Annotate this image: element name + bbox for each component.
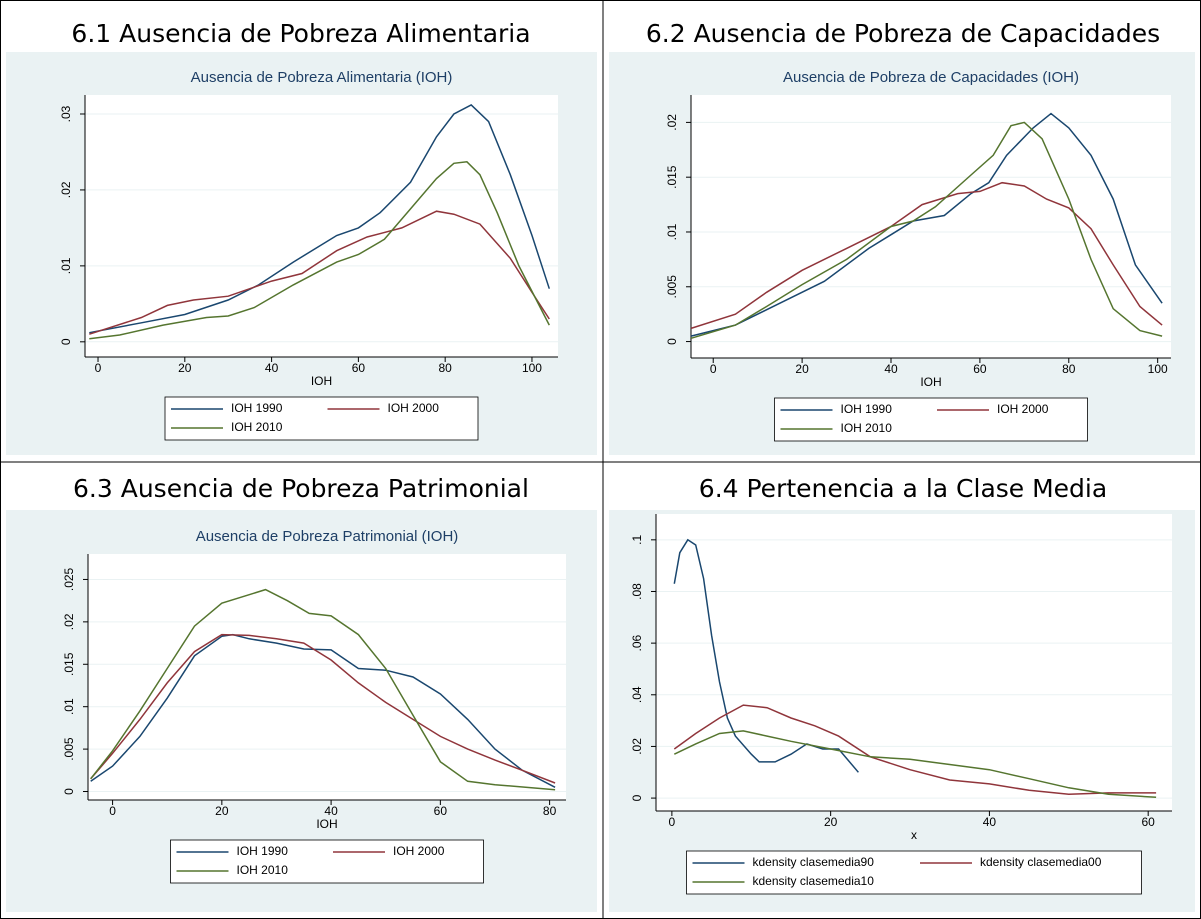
data-line <box>89 161 550 340</box>
legend-box <box>164 396 479 441</box>
y-tick-label: .01 <box>59 257 73 274</box>
x-tick-label: 100 <box>1148 362 1168 376</box>
x-tick-label: 40 <box>884 362 898 376</box>
legend-label: kdensity clasemedia10 <box>753 874 875 888</box>
data-line <box>90 633 556 784</box>
legend-label: IOH 2010 <box>237 863 289 877</box>
data-line <box>89 210 550 335</box>
y-tick-label: .02 <box>630 738 644 755</box>
y-tick-label: .03 <box>59 105 73 122</box>
x-axis-label: x <box>911 828 917 842</box>
panel-title: 6.1 Ausencia de Pobreza Alimentaria <box>71 19 530 48</box>
y-tick-label: .02 <box>59 181 73 198</box>
x-tick-label: 40 <box>265 361 279 375</box>
plot-area <box>88 554 566 800</box>
x-tick-label: 100 <box>522 361 542 375</box>
x-tick-label: 60 <box>973 362 987 376</box>
x-tick-label: 20 <box>795 362 809 376</box>
x-axis-label: IOH <box>311 374 332 388</box>
data-line <box>89 103 551 334</box>
x-tick-label: 60 <box>352 361 366 375</box>
x-tick-label: 0 <box>710 362 717 376</box>
legend-label: kdensity clasemedia00 <box>980 855 1102 869</box>
plot-area <box>656 514 1172 811</box>
y-tick-label: .025 <box>62 567 76 591</box>
legend-label: IOH 1990 <box>231 401 283 415</box>
chart-title: Ausencia de Pobreza de Capacidades (IOH) <box>783 69 1079 86</box>
panel-title: 6.3 Ausencia de Pobreza Patrimonial <box>73 474 529 503</box>
legend-label: IOH 2010 <box>841 421 893 435</box>
data-line <box>90 633 556 788</box>
x-tick-label: 80 <box>1062 362 1076 376</box>
x-tick-label: 60 <box>434 804 448 818</box>
data-line <box>690 121 1163 340</box>
legend-label: IOH 2010 <box>231 420 283 434</box>
x-tick-label: 0 <box>669 815 676 829</box>
chart-title: Ausencia de Pobreza Alimentaria (IOH) <box>191 69 453 86</box>
y-tick-label: 0 <box>665 338 679 345</box>
y-tick-label: .01 <box>62 698 76 715</box>
data-line <box>690 181 1163 330</box>
x-tick-label: 80 <box>543 804 557 818</box>
y-tick-label: .02 <box>665 114 679 131</box>
y-tick-label: .005 <box>665 275 679 299</box>
chart-title: Ausencia de Pobreza Patrimonial (IOH) <box>196 528 459 545</box>
y-tick-label: 0 <box>630 794 644 801</box>
x-tick-label: 0 <box>109 804 116 818</box>
legend-label: IOH 2000 <box>393 844 445 858</box>
data-line <box>90 588 556 791</box>
x-tick-label: 40 <box>324 804 338 818</box>
y-tick-label: .015 <box>62 652 76 676</box>
x-tick-label: 0 <box>95 361 102 375</box>
x-tick-label: 20 <box>824 815 838 829</box>
y-tick-label: .08 <box>630 583 644 600</box>
x-tick-label: 20 <box>178 361 192 375</box>
legend-label: IOH 2000 <box>388 401 440 415</box>
x-tick-label: 40 <box>983 815 997 829</box>
y-tick-label: .1 <box>630 534 644 544</box>
panel-title: 6.2 Ausencia de Pobreza de Capacidades <box>646 19 1160 48</box>
y-tick-label: 0 <box>59 338 73 345</box>
y-tick-label: 0 <box>62 788 76 795</box>
x-tick-label: 60 <box>1142 815 1156 829</box>
x-axis-label: IOH <box>920 375 941 389</box>
panel-title: 6.4 Pertenencia a la Clase Media <box>699 474 1107 503</box>
plot-area <box>85 95 558 357</box>
legend-box <box>686 850 1142 895</box>
x-axis-label: IOH <box>316 817 337 831</box>
data-line <box>673 730 1157 799</box>
x-tick-label: 80 <box>438 361 452 375</box>
legend-label: kdensity clasemedia90 <box>753 855 875 869</box>
y-tick-label: .04 <box>630 686 644 703</box>
legend-label: IOH 1990 <box>237 844 289 858</box>
plot-area <box>691 95 1171 358</box>
y-tick-label: .015 <box>665 165 679 189</box>
legend-box <box>774 397 1088 442</box>
y-tick-label: .06 <box>630 634 644 651</box>
x-tick-label: 20 <box>215 804 229 818</box>
legend-box <box>170 839 484 884</box>
y-tick-label: .01 <box>665 223 679 240</box>
y-tick-label: .005 <box>62 737 76 761</box>
legend-label: IOH 1990 <box>841 402 893 416</box>
data-line <box>673 704 1157 795</box>
legend-label: IOH 2000 <box>997 402 1049 416</box>
data-line <box>690 112 1163 337</box>
y-tick-label: .02 <box>62 613 76 630</box>
